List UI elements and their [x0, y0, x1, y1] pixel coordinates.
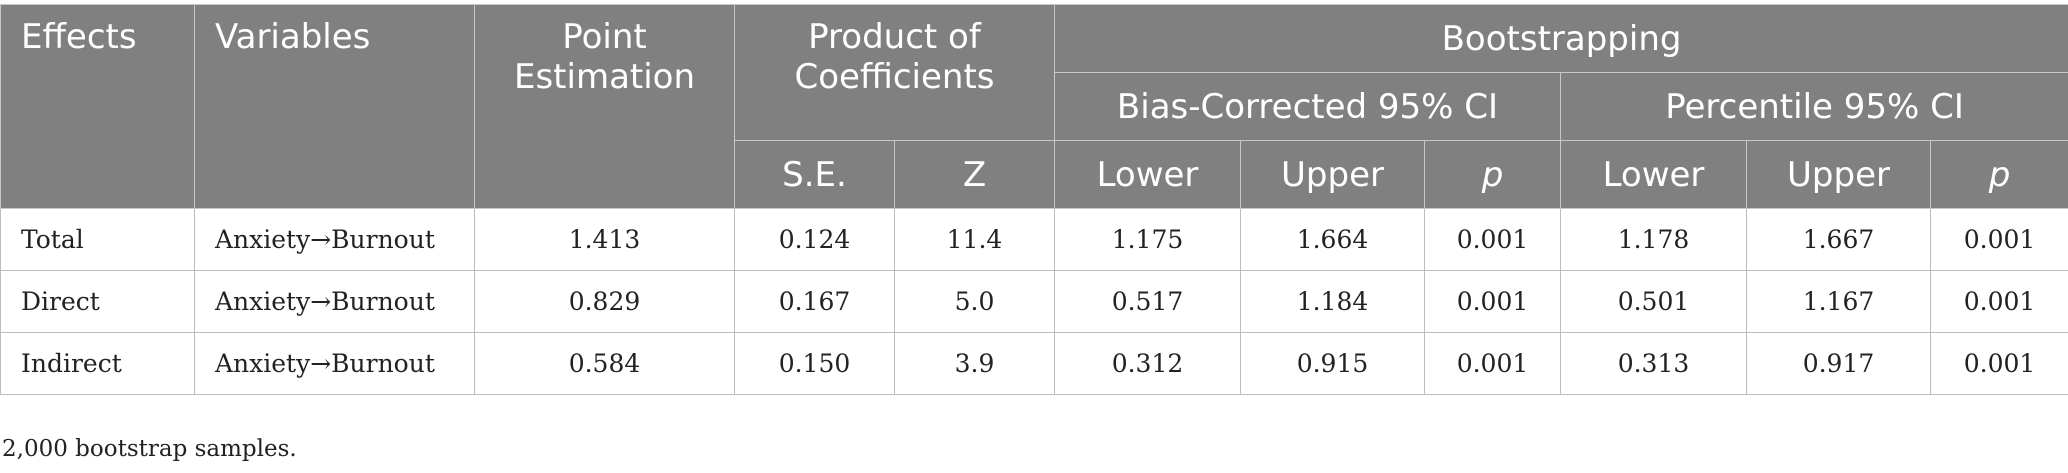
table-row: Indirect Anxiety→Burnout 0.584 0.150 3.9… [0, 332, 2068, 395]
cell-point: 0.584 [474, 332, 735, 395]
header-variables: Variables [194, 4, 475, 209]
cell-bc-lower: 0.517 [1054, 270, 1241, 333]
header-bc-lower: Lower [1054, 140, 1241, 209]
cell-effect: Direct [0, 270, 195, 333]
cell-variables: Anxiety→Burnout [194, 208, 475, 271]
header-effects: Effects [0, 4, 195, 209]
header-percentile-ci: Percentile 95% CI [1559, 72, 2068, 141]
cell-se: 0.124 [734, 208, 895, 271]
cell-pc-upper: 1.167 [1746, 270, 1931, 333]
cell-variables: Anxiety→Burnout [194, 270, 475, 333]
cell-pc-lower: 0.501 [1560, 270, 1747, 333]
header-bc-upper: Upper [1240, 140, 1425, 209]
header-bias-corrected-ci: Bias-Corrected 95% CI [1054, 72, 1561, 141]
cell-bc-p: 0.001 [1424, 332, 1561, 395]
cell-z: 11.4 [894, 208, 1055, 271]
header-z: Z [894, 140, 1055, 209]
header-row-2: Bias-Corrected 95% CI Percentile 95% CI [1, 72, 2068, 141]
cell-pc-upper: 1.667 [1746, 208, 1931, 271]
cell-pc-p: 0.001 [1929, 270, 2068, 333]
cell-point: 1.413 [474, 208, 735, 271]
cell-pc-lower: 0.313 [1560, 332, 1747, 395]
table-row: Total Anxiety→Burnout 1.413 0.124 11.4 1… [0, 208, 2068, 271]
header-bootstrapping: Bootstrapping [1053, 4, 2068, 73]
cell-bc-p: 0.001 [1424, 208, 1561, 271]
header-se: S.E. [734, 140, 895, 209]
cell-pc-p: 0.001 [1929, 332, 2068, 395]
cell-effect: Total [0, 208, 195, 271]
cell-bc-lower: 1.175 [1054, 208, 1241, 271]
header-row-3: S.E. Z Lower Upper p Lower Upper p [1, 140, 2068, 209]
cell-bc-p: 0.001 [1424, 270, 1561, 333]
cell-z: 5.0 [894, 270, 1055, 333]
table-row: Direct Anxiety→Burnout 0.829 0.167 5.0 0… [0, 270, 2068, 333]
header-product-of-coefficients: Product of Coefficients [734, 4, 1055, 141]
table-footnote: 2,000 bootstrap samples. [2, 436, 297, 462]
cell-bc-upper: 0.915 [1240, 332, 1425, 395]
cell-variables: Anxiety→Burnout [194, 332, 475, 395]
header-bc-p: p [1424, 140, 1561, 209]
cell-pc-p: 0.001 [1929, 208, 2068, 271]
cell-pc-upper: 0.917 [1746, 332, 1931, 395]
cell-point: 0.829 [474, 270, 735, 333]
header-pc-p: p [1929, 140, 2068, 209]
cell-bc-upper: 1.184 [1240, 270, 1425, 333]
cell-z: 3.9 [894, 332, 1055, 395]
cell-se: 0.167 [734, 270, 895, 333]
header-pc-upper: Upper [1746, 140, 1931, 209]
cell-bc-upper: 1.664 [1240, 208, 1425, 271]
mediation-table-container: Effects Variables Point Estimation Produ… [0, 4, 2068, 395]
mediation-effects-table: Effects Variables Point Estimation Produ… [0, 4, 2068, 395]
header-row-1: Effects Variables Point Estimation Produ… [0, 4, 2068, 209]
header-pc-lower: Lower [1560, 140, 1747, 209]
header-point-estimation: Point Estimation [474, 4, 735, 209]
cell-se: 0.150 [734, 332, 895, 395]
cell-effect: Indirect [0, 332, 195, 395]
cell-pc-lower: 1.178 [1560, 208, 1747, 271]
cell-bc-lower: 0.312 [1054, 332, 1241, 395]
